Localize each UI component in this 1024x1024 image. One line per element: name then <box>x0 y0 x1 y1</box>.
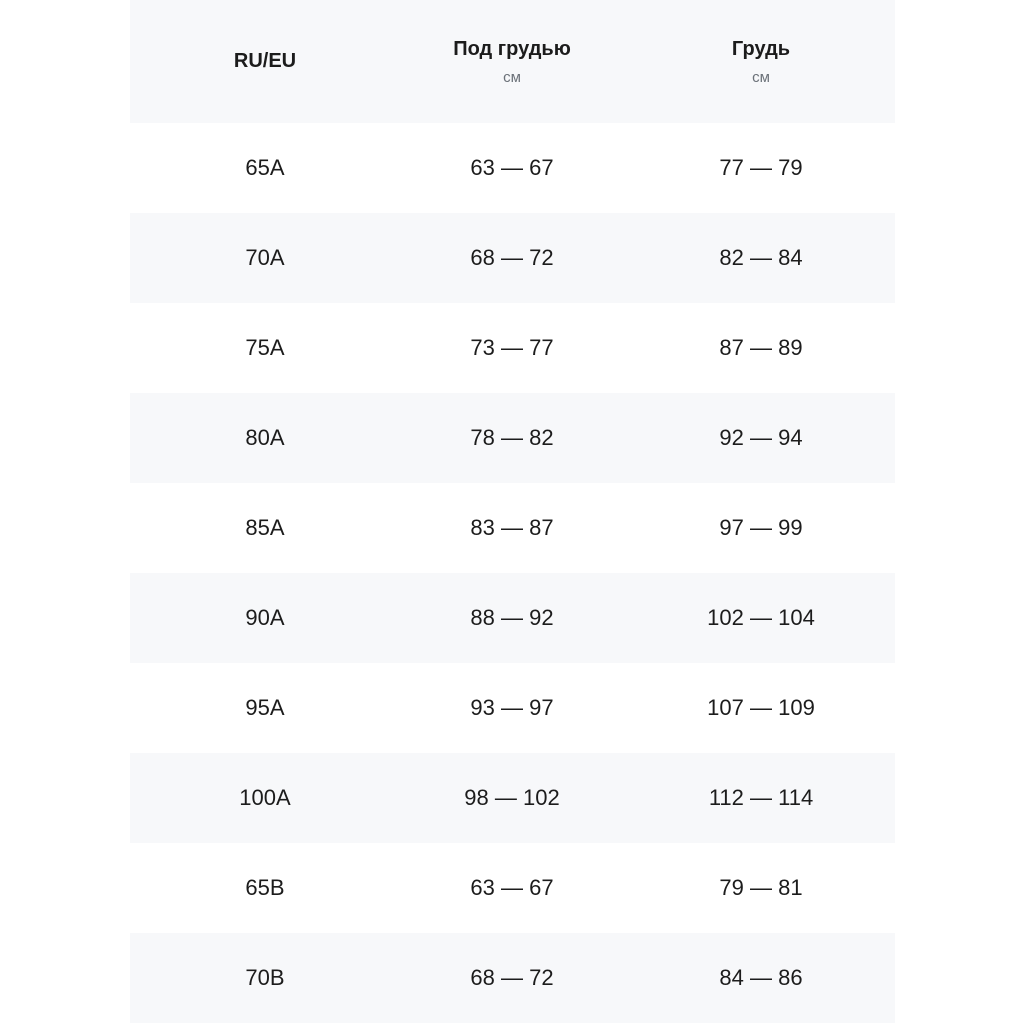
header-unit: см <box>503 68 521 86</box>
cell-text: 68 — 72 <box>470 965 554 990</box>
table-row: 100A 98 — 102 112 — 114 <box>130 753 895 843</box>
cell-text: 70B <box>245 965 285 990</box>
cell-text: 88 — 92 <box>470 605 554 630</box>
cell-text: 112 — 114 <box>708 785 814 810</box>
cell-text: 102 — 104 <box>707 605 815 630</box>
cell-text: 82 — 84 <box>719 245 803 270</box>
table-cell: 79 — 81 <box>636 843 886 933</box>
table-cell: 68 — 72 <box>387 933 637 1023</box>
table-cell: 84 — 86 <box>636 933 886 1023</box>
table-cell: 102 — 104 <box>636 573 886 663</box>
table-cell: 93 — 97 <box>387 663 637 753</box>
header-unit: см <box>752 68 770 86</box>
table-cell: 80A <box>140 393 390 483</box>
header-cell: Под грудью см <box>387 0 637 123</box>
table-cell: 82 — 84 <box>636 213 886 303</box>
cell-text: 92 — 94 <box>719 425 803 450</box>
cell-text: 83 — 87 <box>470 515 554 540</box>
table-cell: 107 — 109 <box>636 663 886 753</box>
table-cell: 63 — 67 <box>387 843 637 933</box>
table-cell: 78 — 82 <box>387 393 637 483</box>
cell-text: 87 — 89 <box>719 335 803 360</box>
size-table: RU/EU Под грудью см Грудь см 65A 63 — 67 77 — 7… <box>130 0 895 1024</box>
cell-text: 65B <box>245 875 285 900</box>
header-row: RU/EU Под грудью см Грудь см <box>130 0 895 123</box>
table-cell: 70A <box>140 213 390 303</box>
cell-text: 63 — 67 <box>470 875 554 900</box>
table-row: 65B 63 — 67 79 — 81 <box>130 843 895 933</box>
table-cell: 77 — 79 <box>636 123 886 213</box>
table-row: 75A 73 — 77 87 — 89 <box>130 303 895 393</box>
table-cell: 92 — 94 <box>636 393 886 483</box>
cell-text: 77 — 79 <box>719 155 803 180</box>
cell-text: 65A <box>245 155 285 180</box>
header-cell: RU/EU <box>140 0 390 123</box>
header-title: RU/EU <box>233 50 297 72</box>
cell-text: 63 — 67 <box>470 155 554 180</box>
table-row: 70B 68 — 72 84 — 86 <box>130 933 895 1023</box>
cell-text: 78 — 82 <box>470 425 554 450</box>
cell-text: 107 — 109 <box>707 695 815 720</box>
cell-text: 79 — 81 <box>719 875 803 900</box>
table-cell: 65A <box>140 123 390 213</box>
table-row: 80A 78 — 82 92 — 94 <box>130 393 895 483</box>
table-cell: 112 — 114 <box>636 753 886 843</box>
table-cell: 95A <box>140 663 390 753</box>
table-cell: 87 — 89 <box>636 303 886 393</box>
table-cell: 90A <box>140 573 390 663</box>
table-cell: 73 — 77 <box>387 303 637 393</box>
table-cell: 63 — 67 <box>387 123 637 213</box>
table-cell: 85A <box>140 483 390 573</box>
cell-text: 80A <box>245 425 285 450</box>
cell-text: 70A <box>245 245 285 270</box>
table-cell: 68 — 72 <box>387 213 637 303</box>
cell-text: 75A <box>245 335 285 360</box>
table-cell: 83 — 87 <box>387 483 637 573</box>
cell-text: 100A <box>239 785 291 810</box>
cell-text: 93 — 97 <box>470 695 554 720</box>
cell-text: 90A <box>245 605 285 630</box>
table-cell: 70B <box>140 933 390 1023</box>
table-cell: 88 — 92 <box>387 573 637 663</box>
table-row: 70A 68 — 72 82 — 84 <box>130 213 895 303</box>
table-cell: 98 — 102 <box>387 753 637 843</box>
cell-text: 85A <box>245 515 285 540</box>
table-row: 95A 93 — 97 107 — 109 <box>130 663 895 753</box>
cell-text: 95A <box>245 695 285 720</box>
table-cell: 100A <box>140 753 390 843</box>
header-cell: Грудь см <box>636 0 886 123</box>
table-row: 85A 83 — 87 97 — 99 <box>130 483 895 573</box>
table-cell: 65B <box>140 843 390 933</box>
table-cell: 75A <box>140 303 390 393</box>
cell-text: 98 — 102 <box>464 785 560 810</box>
table-row: 65A 63 — 67 77 — 79 <box>130 123 895 213</box>
cell-text: 84 — 86 <box>719 965 803 990</box>
header-title: Под грудью <box>453 37 571 60</box>
header-title: Грудь <box>731 37 791 60</box>
table-row: 90A 88 — 92 102 — 104 <box>130 573 895 663</box>
table-cell: 97 — 99 <box>636 483 886 573</box>
cell-text: 68 — 72 <box>470 245 554 270</box>
cell-text: 97 — 99 <box>719 515 803 540</box>
cell-text: 73 — 77 <box>470 335 554 360</box>
